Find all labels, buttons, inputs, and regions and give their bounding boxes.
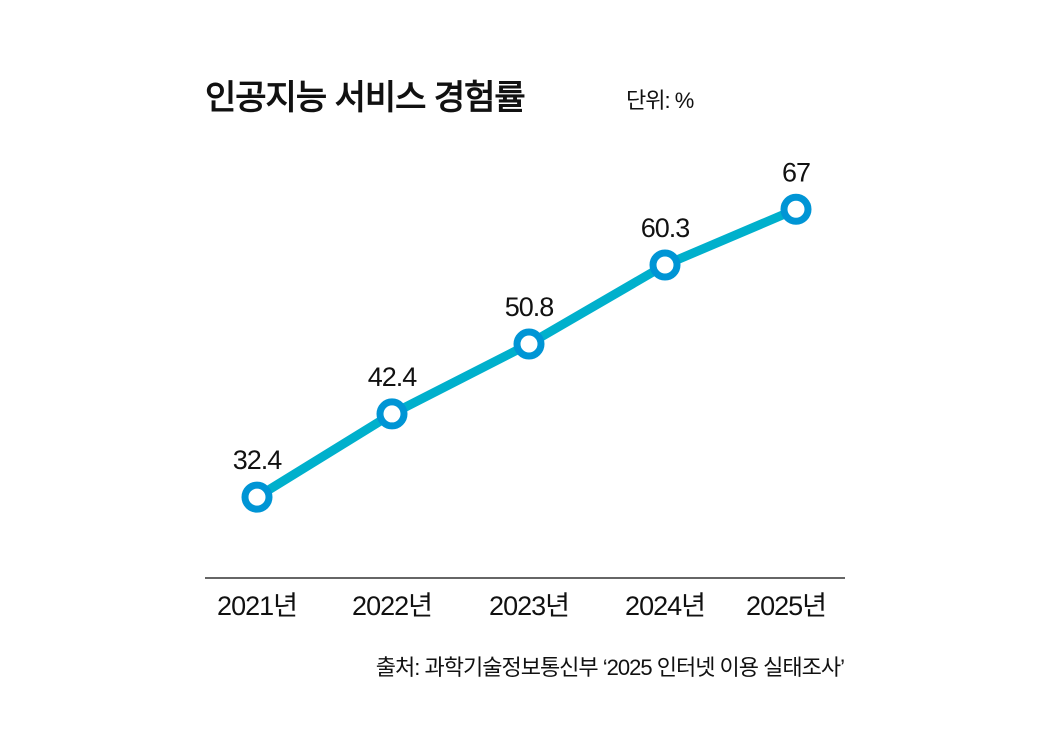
chart-title: 인공지능 서비스 경험률 xyxy=(205,79,526,117)
x-tick-label: 2023년 xyxy=(489,591,569,621)
data-point xyxy=(780,193,812,225)
source-note: 출처: 과학기술정보통신부 ‘2025 인터넷 이용 실태조사’ xyxy=(375,655,845,680)
data-label: 42.4 xyxy=(368,362,418,392)
x-tick-label: 2022년 xyxy=(352,591,432,621)
x-tick-label: 2021년 xyxy=(217,591,297,621)
data-label: 60.3 xyxy=(641,213,690,243)
data-label: 50.8 xyxy=(505,292,554,322)
x-tick-label: 2025년 xyxy=(746,591,826,621)
data-point xyxy=(376,398,408,430)
data-point xyxy=(649,249,681,281)
unit-label: 단위: % xyxy=(626,88,694,113)
data-label: 67 xyxy=(782,157,810,187)
data-point xyxy=(241,481,273,513)
data-label: 32.4 xyxy=(233,445,283,475)
data-point xyxy=(513,328,545,360)
x-tick-label: 2024년 xyxy=(625,591,705,621)
